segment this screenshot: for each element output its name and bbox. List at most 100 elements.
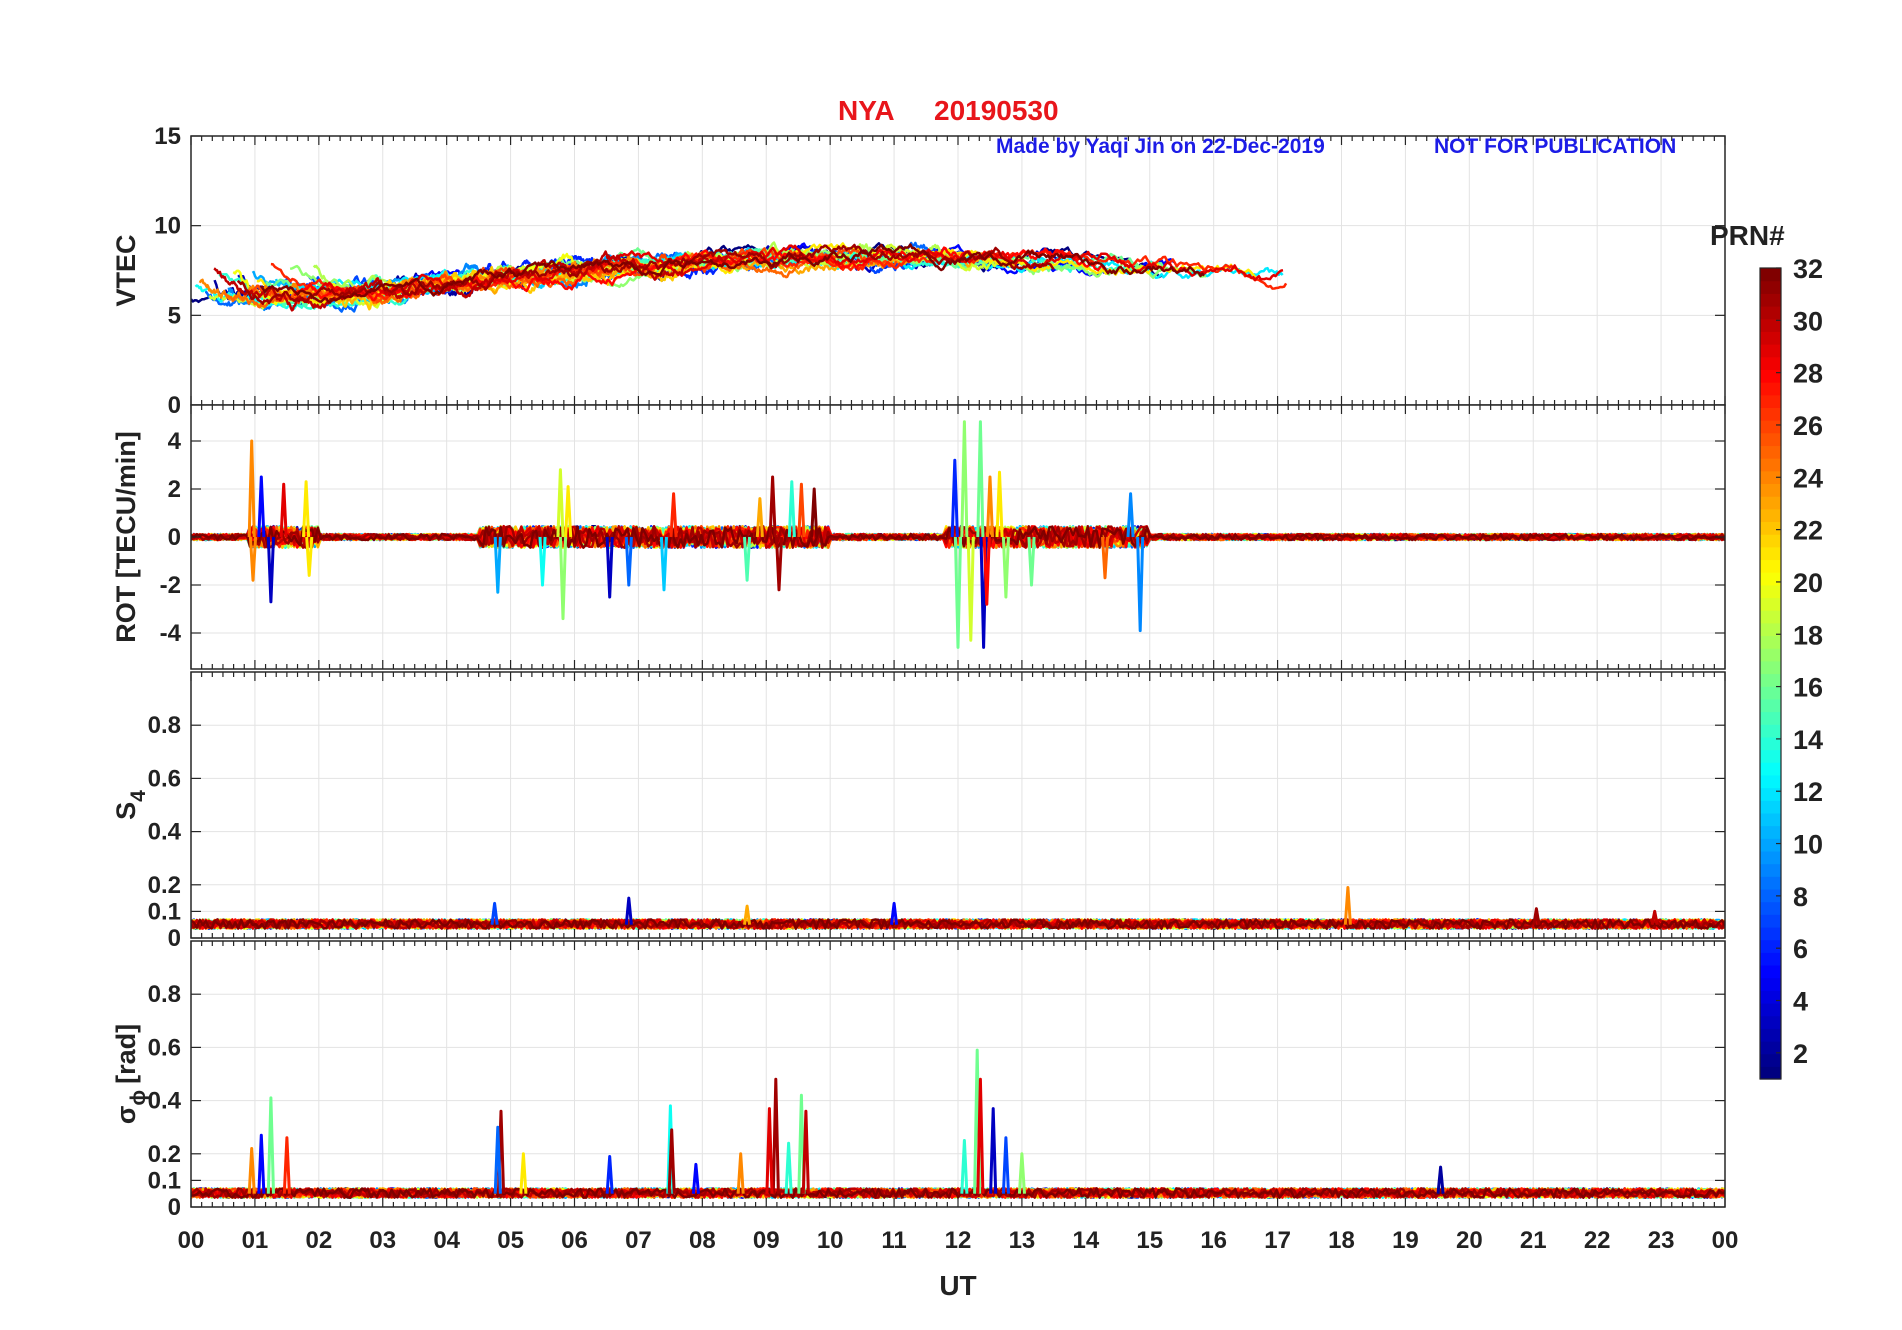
- x-tick-label: 04: [433, 1227, 460, 1254]
- x-tick-label: 01: [242, 1227, 269, 1254]
- y-tick-label: 0.4: [148, 819, 182, 846]
- y-tick-label: 0.2: [148, 872, 181, 899]
- spike-prn-17: [558, 536, 568, 621]
- colorbar-segment: [1760, 584, 1781, 599]
- y-axis-label-rot: ROT [TECU/min]: [111, 431, 141, 642]
- spike-prn-17: [1017, 1152, 1026, 1194]
- x-tick-label: 08: [689, 1227, 716, 1254]
- spike-prn-31: [1532, 907, 1541, 925]
- y-tick-label: 0.4: [148, 1088, 182, 1115]
- credit-note: Made by Yaqi Jin on 22-Dec-2019: [996, 135, 1325, 158]
- x-axis: 00 01 02 03 04 05 06 07 08 09 10 11 12 13 14 15 16 17 18 19…: [178, 1227, 1739, 1254]
- colorbar-segment: [1760, 901, 1781, 915]
- colorbar-segment: [1760, 369, 1781, 383]
- spike-prn-14: [784, 1141, 793, 1194]
- spike-prn-25: [1101, 536, 1110, 580]
- y-tick-label: 0: [168, 392, 181, 419]
- spike-prn-24: [248, 536, 258, 582]
- spike-prn-27: [669, 492, 678, 538]
- colorbar-tick-label: 22: [1793, 516, 1823, 546]
- spike-prn-24: [247, 1147, 256, 1194]
- colorbar-tick-label: 32: [1793, 254, 1823, 284]
- spike-prn-32: [810, 487, 819, 538]
- y-tick-label: 0.8: [148, 712, 181, 739]
- colorbar-tick-label: 20: [1793, 568, 1823, 598]
- colorbar-segment: [1760, 293, 1781, 307]
- colorbar-segment: [1760, 800, 1781, 814]
- colorbar-segment: [1760, 635, 1781, 649]
- colorbar-segment: [1760, 939, 1781, 953]
- colorbar-segment: [1760, 280, 1781, 294]
- colorbar-tick-label: 16: [1793, 673, 1823, 703]
- colorbar-segment: [1760, 407, 1781, 421]
- colorbar-segment: [1760, 382, 1781, 396]
- y-axis-label-main: σ: [111, 1106, 141, 1124]
- spike-prn-19: [556, 468, 565, 538]
- colorbar-segment: [1760, 318, 1781, 332]
- spike-prn-29: [765, 1107, 774, 1194]
- spike-prn-31: [771, 1077, 780, 1194]
- colorbar-segment: [1760, 736, 1781, 751]
- trace-prn-32: [191, 918, 1725, 930]
- colorbar-title: PRN#: [1710, 220, 1785, 251]
- panel-s4: 00.10.2 0.4 0.6 0.8 S4: [111, 671, 1726, 952]
- x-tick-label: 23: [1648, 1227, 1675, 1254]
- colorbar-tick-label: 6: [1793, 934, 1808, 964]
- colorbar-segment: [1760, 356, 1781, 370]
- spike-prn-29: [976, 1077, 985, 1194]
- x-tick-label: 00: [1712, 1227, 1739, 1254]
- colorbar-segment: [1760, 724, 1781, 738]
- colorbar-segment: [1760, 914, 1781, 928]
- colorbar-segment: [1760, 711, 1781, 725]
- colorbar-segment: [1760, 876, 1781, 890]
- panel-vtec: 0 5 10 15 VTEC: [111, 123, 1726, 419]
- x-tick-label: 12: [945, 1227, 972, 1254]
- spike-prn-13: [538, 536, 547, 587]
- colorbar-segment: [1760, 483, 1781, 497]
- spike-prn-10: [493, 536, 502, 594]
- colorbar-segment: [1760, 394, 1781, 408]
- colorbar-segment: [1760, 597, 1781, 611]
- x-tick-label: 19: [1392, 1227, 1419, 1254]
- x-tick-label: 10: [817, 1227, 844, 1254]
- y-axis-label-sub: 4: [127, 790, 150, 802]
- spike-prn-16: [266, 1096, 275, 1194]
- spike-prn-27: [282, 1136, 291, 1194]
- panel-vtec-traces: [191, 241, 1288, 313]
- y-tick-label: 0.6: [148, 1034, 181, 1061]
- y-axis-label-unit: [rad]: [111, 1024, 141, 1084]
- x-tick-label: 07: [625, 1227, 652, 1254]
- spike-prn-17: [960, 420, 969, 538]
- spike-prn-5: [691, 1162, 700, 1194]
- spike-prn-26: [797, 482, 806, 538]
- colorbar-segment: [1760, 863, 1781, 877]
- colorbar-segment: [1760, 686, 1781, 700]
- x-tick-label: 18: [1328, 1227, 1355, 1254]
- spike-prn-16: [1027, 536, 1036, 587]
- colorbar-segment: [1760, 521, 1781, 535]
- colorbar-segment: [1760, 977, 1781, 991]
- spike-prn-9: [1126, 492, 1135, 538]
- spike-prn-16: [953, 536, 963, 649]
- colorbar-segment: [1760, 331, 1781, 345]
- y-tick-label: 0.8: [148, 981, 181, 1008]
- spike-prn-29: [279, 482, 288, 538]
- colorbar-tick-label: 26: [1793, 411, 1823, 441]
- y-tick-label: 5: [168, 302, 181, 329]
- colorbar-segment: [1760, 268, 1781, 282]
- spike-prn-3: [605, 536, 614, 599]
- spike-prn-21: [305, 536, 314, 577]
- colorbar-segment: [1760, 749, 1781, 763]
- panel-rot-traces: [191, 420, 1725, 649]
- y-tick-label: -4: [160, 620, 182, 647]
- colorbar-segment: [1760, 496, 1781, 510]
- spike-prn-21: [995, 470, 1004, 538]
- y-tick-label: 0.6: [148, 765, 181, 792]
- spike-prn-24: [736, 1152, 745, 1194]
- y-axis-label-vtec: VTEC: [111, 234, 141, 306]
- x-tick-label: 13: [1009, 1227, 1036, 1254]
- x-tick-label: 14: [1072, 1227, 1099, 1254]
- panel-rot: -4 -2 0 2 4 ROT [TECU/min]: [111, 404, 1726, 670]
